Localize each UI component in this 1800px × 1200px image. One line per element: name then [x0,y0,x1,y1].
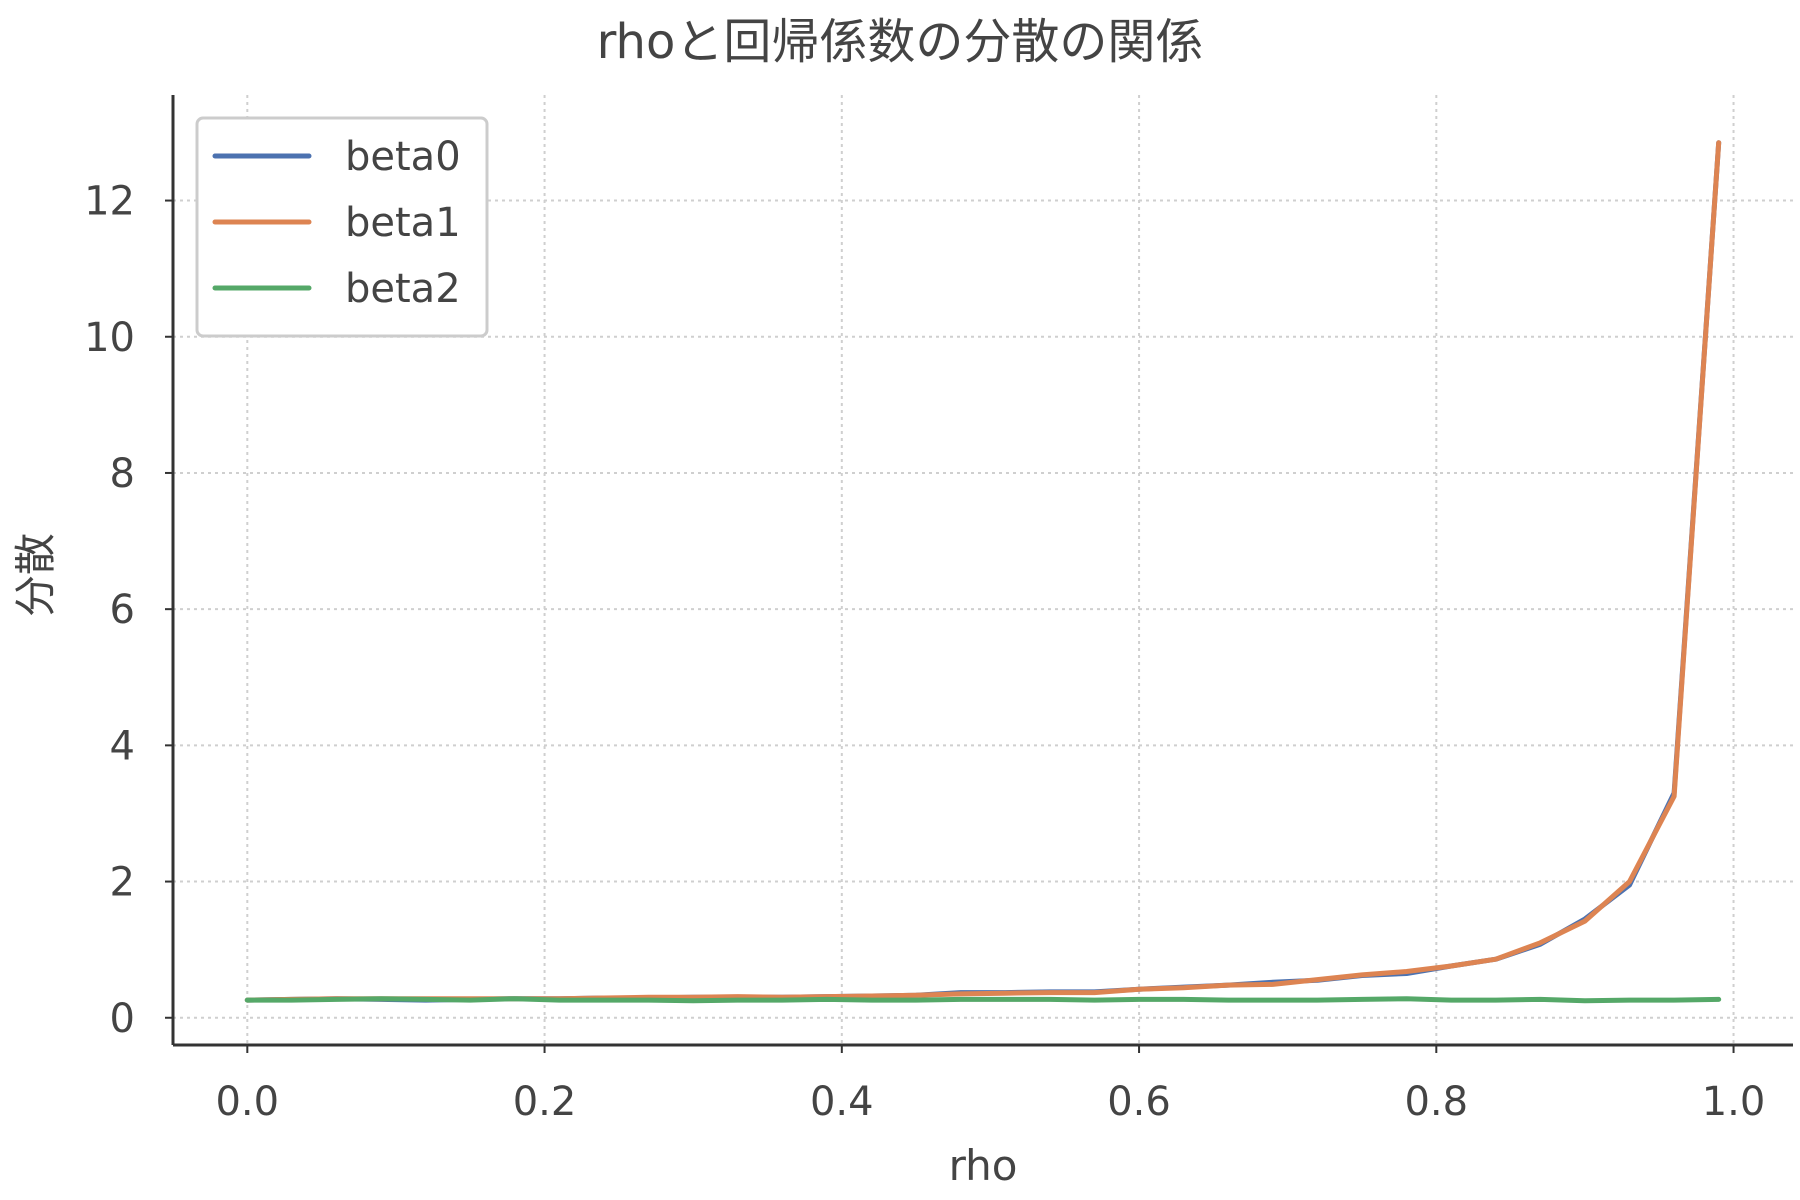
chart-title: rhoと回帰係数の分散の関係 [597,14,1204,70]
x-tick-label: 0.4 [810,1079,874,1125]
legend-label-beta1: beta1 [345,200,461,246]
x-tick-label: 0.8 [1404,1079,1468,1125]
legend-box [195,116,489,338]
y-tick-label: 6 [110,587,135,633]
y-tick-label: 4 [110,723,135,769]
y-axis-label: 分散 [11,533,60,617]
y-tick-label: 12 [84,179,135,225]
x-tick-label: 0.6 [1107,1079,1171,1125]
x-tick-label: 0.2 [513,1079,577,1125]
y-tick-label: 0 [110,996,135,1042]
legend-label-beta2: beta2 [345,266,461,312]
grid [173,95,1793,1045]
x-tick-label: 0.0 [215,1079,279,1125]
y-tick-label: 10 [84,315,135,361]
x-axis-label: rho [949,1141,1018,1190]
axes: 0.0 0.2 0.4 0.6 0.8 1.0 0 2 4 6 8 10 12 [84,95,1793,1125]
series-line-beta2 [244,996,1722,1004]
series-lines [244,140,1722,1004]
y-tick-label: 2 [110,860,135,906]
legend: beta0 beta1 beta2 [195,116,489,338]
y-tick-label: 8 [110,451,135,497]
legend-label-beta0: beta0 [345,134,461,180]
x-tick-label: 1.0 [1702,1079,1766,1125]
